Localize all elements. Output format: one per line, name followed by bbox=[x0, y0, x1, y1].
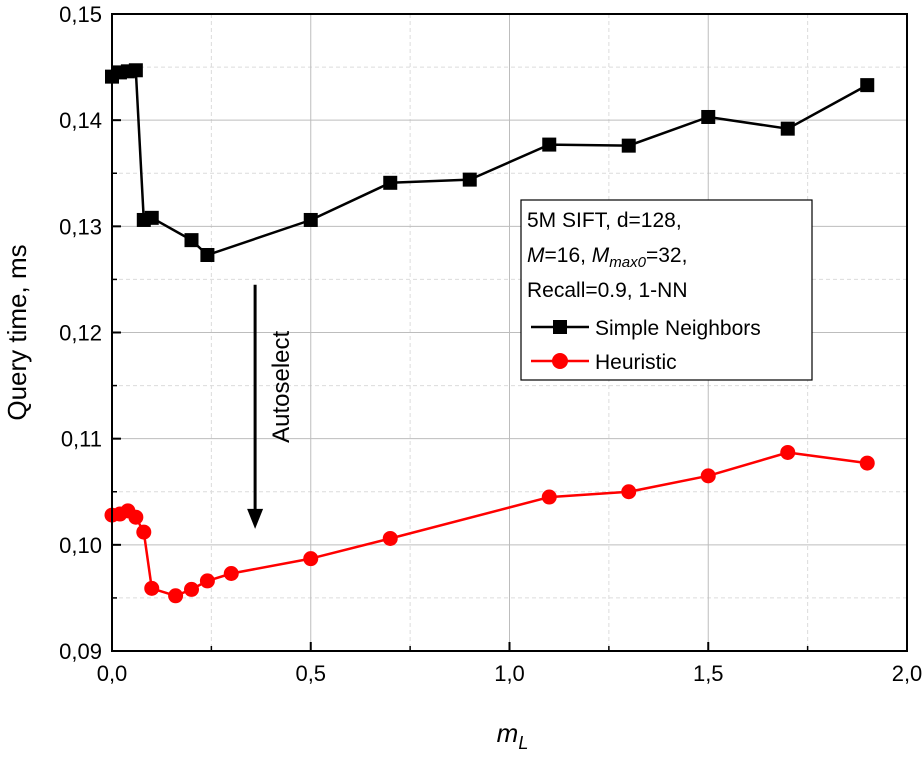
data-point-heuristic bbox=[780, 444, 796, 460]
y-tick-label: 0,09 bbox=[59, 639, 102, 664]
data-point-simple-neighbors bbox=[128, 63, 143, 78]
data-point-heuristic bbox=[382, 530, 398, 546]
data-point-simple-neighbors bbox=[303, 212, 318, 227]
legend-label-heuristic: Heuristic bbox=[595, 351, 677, 374]
data-point-simple-neighbors bbox=[200, 247, 215, 262]
data-point-heuristic bbox=[859, 455, 875, 471]
data-point-simple-neighbors bbox=[144, 210, 159, 225]
y-tick-label: 0,11 bbox=[61, 427, 102, 452]
data-point-heuristic bbox=[184, 581, 199, 597]
legend-marker-simple bbox=[553, 320, 567, 334]
legend-info-line-3: Recall=0.9, 1-NN bbox=[527, 279, 687, 302]
x-axis-label-main: m bbox=[497, 718, 519, 748]
legend-marker-heuristic bbox=[552, 353, 568, 369]
data-point-heuristic bbox=[136, 524, 152, 540]
x-axis-label: mL bbox=[497, 718, 529, 753]
series-heuristic bbox=[104, 444, 875, 604]
data-point-simple-neighbors bbox=[383, 175, 398, 190]
x-tick-label: 0,0 bbox=[97, 661, 128, 686]
x-tick-label: 2,0 bbox=[892, 661, 923, 686]
legend-info-m: M bbox=[527, 244, 545, 267]
data-point-simple-neighbors bbox=[542, 137, 557, 152]
data-point-heuristic bbox=[700, 468, 716, 484]
y-tick-label: 0,14 bbox=[59, 108, 102, 133]
data-point-heuristic bbox=[168, 588, 184, 604]
legend-info-mmax-value: =32, bbox=[646, 244, 687, 267]
data-point-simple-neighbors bbox=[780, 121, 795, 136]
data-point-heuristic bbox=[128, 509, 144, 525]
data-point-simple-neighbors bbox=[462, 172, 477, 187]
y-tick-label: 0,13 bbox=[59, 214, 102, 239]
autoselect-annotation: Autoselect bbox=[247, 284, 295, 529]
legend-info-mmax-sub: max0 bbox=[609, 254, 646, 271]
legend: 5M SIFT, d=128, M=16, Mmax0=32, Recall=0… bbox=[520, 199, 813, 381]
x-tick-label: 1,0 bbox=[494, 661, 525, 686]
x-tick-label: 1,5 bbox=[693, 661, 724, 686]
autoselect-label: Autoselect bbox=[268, 330, 295, 442]
legend-info-mmax: M bbox=[592, 244, 610, 267]
y-axis-label: Query time, ms bbox=[2, 244, 32, 420]
y-tick-label: 0,12 bbox=[59, 321, 102, 346]
data-point-heuristic bbox=[144, 580, 160, 596]
legend-info-line-1: 5M SIFT, d=128, bbox=[527, 209, 682, 232]
x-axis-label-sub: L bbox=[518, 733, 528, 753]
legend-label-simple-neighbors: Simple Neighbors bbox=[595, 317, 761, 340]
data-point-simple-neighbors bbox=[701, 109, 716, 124]
series-simple-neighbors bbox=[105, 63, 875, 262]
autoselect-arrow-head bbox=[247, 508, 264, 529]
legend-box bbox=[520, 199, 813, 381]
data-point-simple-neighbors bbox=[184, 233, 199, 248]
data-point-heuristic bbox=[223, 565, 239, 581]
x-tick-label: 0,5 bbox=[295, 661, 326, 686]
data-point-heuristic bbox=[541, 489, 557, 505]
data-point-heuristic bbox=[303, 551, 319, 567]
legend-info-line-2: M=16, Mmax0=32, bbox=[527, 244, 687, 271]
data-point-heuristic bbox=[199, 573, 215, 589]
data-point-simple-neighbors bbox=[860, 78, 875, 93]
legend-info-m-value: =16, bbox=[545, 244, 592, 267]
y-tick-label: 0,15 bbox=[59, 2, 102, 27]
series-layer bbox=[104, 63, 875, 604]
y-tick-label: 0,10 bbox=[59, 533, 102, 558]
data-point-simple-neighbors bbox=[621, 138, 636, 153]
axis-ticks: 0,0 0,5 1,0 1,5 2,0 0,09 0,10 0,11 0,12 0,13 0,14 0… bbox=[59, 2, 922, 686]
data-point-heuristic bbox=[621, 484, 637, 500]
